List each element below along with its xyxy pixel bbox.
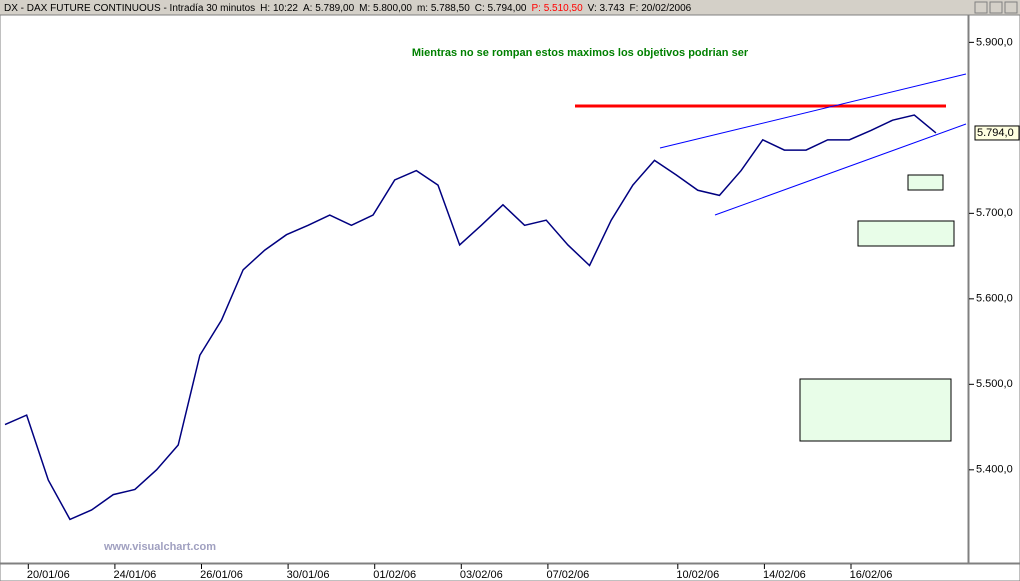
x-tick-label: 10/02/06: [676, 569, 719, 581]
window-buttons: [974, 1, 1018, 14]
header-field: H: 10:22: [260, 3, 298, 14]
x-axis-area: [0, 563, 1020, 581]
x-tick-label: 16/02/06: [850, 569, 893, 581]
header: DX - DAX FUTURE CONTINUOUS - Intradía 30…: [4, 3, 692, 14]
maximize-button[interactable]: [989, 1, 1003, 14]
x-tick-label: 14/02/06: [763, 569, 806, 581]
channel-upper: [659, 73, 967, 149]
target-box: [857, 220, 955, 247]
y-tick-label: 5.400,0: [976, 464, 1013, 476]
header-field: A: 5.789,00: [303, 3, 355, 14]
header-field: DX - DAX FUTURE CONTINUOUS - Intradía 30…: [4, 3, 255, 14]
target-box: [907, 174, 944, 191]
x-tick-label: 01/02/06: [373, 569, 416, 581]
target-box: [799, 378, 952, 442]
annotation: Mientras no se rompan estos maximos los …: [412, 47, 749, 59]
close-button[interactable]: [1004, 1, 1018, 14]
last-price-label: 5.794,0: [977, 127, 1014, 139]
y-axis-area: [968, 14, 1020, 564]
x-tick-label: 20/01/06: [27, 569, 70, 581]
y-tick-label: 5.700,0: [976, 207, 1013, 219]
header-field: F: 20/02/2006: [630, 3, 692, 14]
x-tick-label: 03/02/06: [460, 569, 503, 581]
header-field: m: 5.788,50: [417, 3, 470, 14]
header-field: V: 3.743: [588, 3, 625, 14]
last-price-box: [974, 125, 1020, 141]
x-tick-label: 30/01/06: [287, 569, 330, 581]
header-field: P: 5.510,50: [531, 3, 583, 14]
watermark: www.visualchart.com: [103, 541, 216, 553]
x-tick-label: 26/01/06: [200, 569, 243, 581]
header-field: C: 5.794,00: [475, 3, 527, 14]
price-line: [4, 114, 937, 521]
y-tick-label: 5.500,0: [976, 378, 1013, 390]
header-field: M: 5.800,00: [359, 3, 412, 14]
x-tick-label: 07/02/06: [546, 569, 589, 581]
y-tick-label: 5.900,0: [976, 36, 1013, 48]
x-tick-label: 24/01/06: [113, 569, 156, 581]
y-tick-label: 5.600,0: [976, 293, 1013, 305]
minimize-button[interactable]: [974, 1, 988, 14]
channel-lower: [714, 123, 967, 216]
